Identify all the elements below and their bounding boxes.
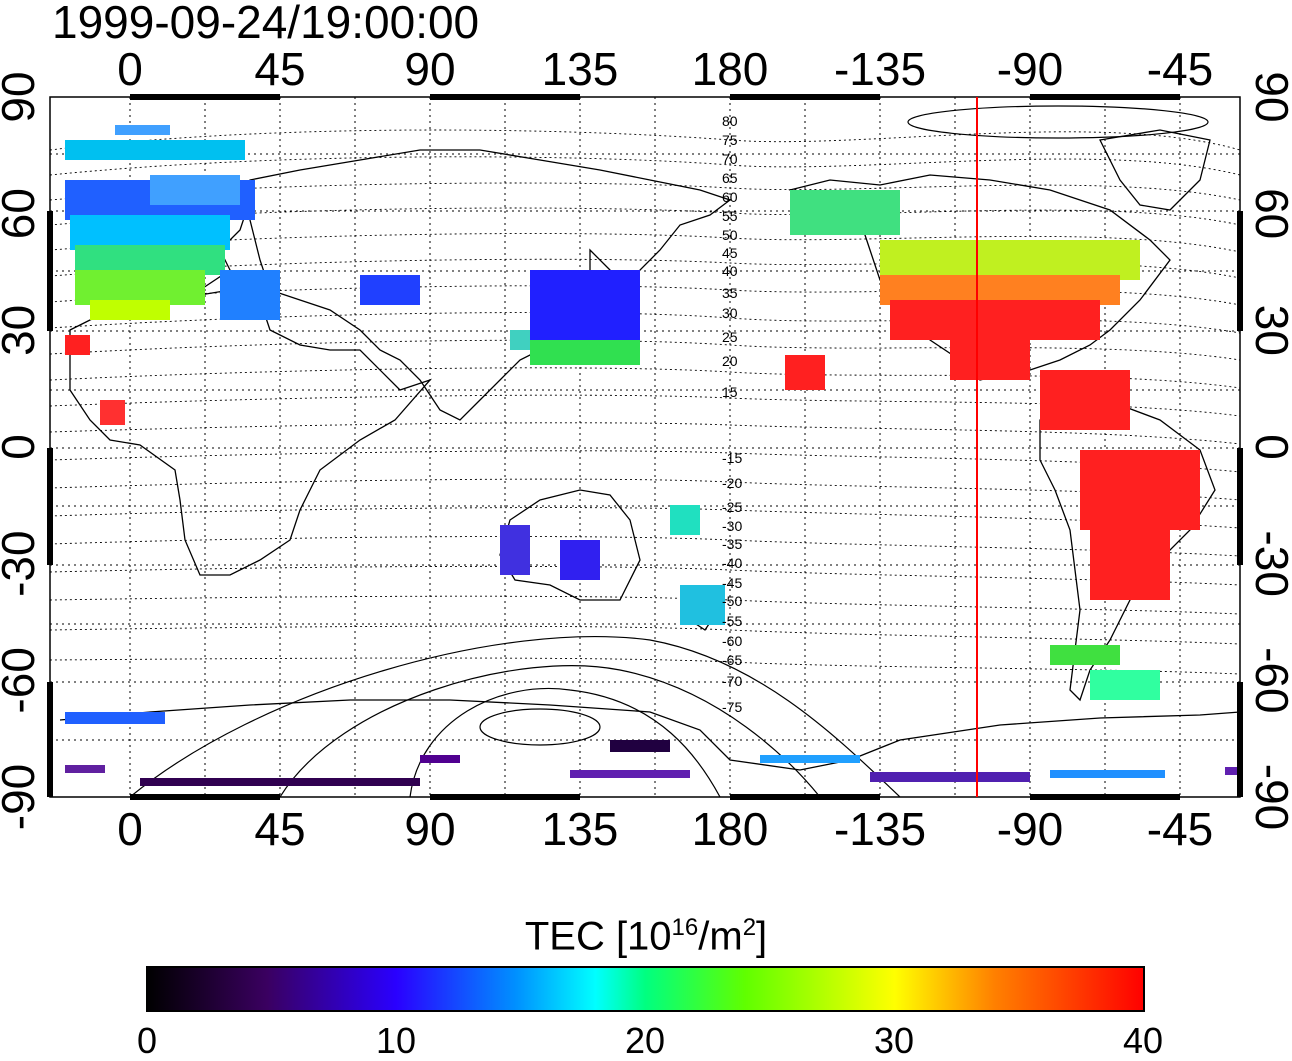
contour-label: 75	[722, 132, 738, 148]
y-tick-label-right: 30	[1246, 305, 1292, 356]
y-tick-label-left: -90	[0, 764, 44, 830]
contour-label: 35	[722, 285, 738, 301]
contour-label: -75	[722, 699, 742, 715]
y-tick-label-right: -30	[1246, 530, 1292, 596]
contour-label: 60	[722, 189, 738, 205]
contour-label: 80	[722, 113, 738, 129]
y-axis-right: 90 60 30 0 -30 -60 -90	[1246, 71, 1292, 830]
x-tick-label-top: 45	[254, 43, 305, 95]
contour-label: -40	[722, 555, 742, 571]
colorbar-tick-label: 40	[1122, 1020, 1164, 1061]
contour-label: -35	[722, 536, 742, 552]
x-tick-label-bottom: -90	[997, 803, 1063, 855]
colorbar-tick-label: 0	[136, 1020, 158, 1061]
y-tick-label-left: 90	[0, 71, 44, 122]
y-tick-label-left: 30	[0, 305, 44, 356]
tec-data	[65, 125, 1240, 786]
colorbar-tick-label: 30	[873, 1020, 915, 1061]
contour-label: -50	[722, 593, 742, 609]
contour-label: -30	[722, 518, 742, 534]
x-tick-label-bottom: 135	[542, 803, 619, 855]
contour-label: -55	[722, 613, 742, 629]
contour-label: 15	[722, 384, 738, 400]
y-tick-label-right: -60	[1246, 647, 1292, 713]
x-axis-bottom: 0 45 90 135 180 -135 -90 -45	[117, 803, 1213, 855]
x-tick-label-bottom: 45	[254, 803, 305, 855]
colorbar-tick-label: 10	[375, 1020, 417, 1061]
y-tick-label-left: 0	[0, 434, 44, 460]
contour-label: 55	[722, 208, 738, 224]
x-tick-label-top: 0	[117, 43, 143, 95]
x-tick-label-top: 90	[404, 43, 455, 95]
polar-contours	[129, 105, 1209, 797]
x-tick-label-top: 180	[692, 43, 769, 95]
contour-label: -25	[722, 499, 742, 515]
colorbar-title: TEC [1016/m2]	[524, 914, 768, 959]
contour-label: -20	[722, 475, 742, 491]
x-tick-label-bottom: 90	[404, 803, 455, 855]
contour-label: 25	[722, 329, 738, 345]
y-tick-label-left: 60	[0, 188, 44, 239]
graticule	[50, 97, 1240, 797]
y-tick-label-right: -90	[1246, 764, 1292, 830]
x-tick-label-bottom: -45	[1147, 803, 1213, 855]
contour-label: 30	[722, 305, 738, 321]
contour-label: -65	[722, 652, 742, 668]
x-tick-label-top: -45	[1147, 43, 1213, 95]
contour-label: 20	[722, 353, 738, 369]
x-tick-label-bottom: 180	[692, 803, 769, 855]
x-tick-label-bottom: 0	[117, 803, 143, 855]
colorbar	[146, 966, 1145, 1012]
y-tick-label-left: -30	[0, 530, 44, 596]
contour-labels: 80 75 70 65 60 55 50 45 40 35 30 25 20 15 -15 -20 -25 -30…	[722, 113, 742, 715]
x-tick-label-bottom: -135	[834, 803, 926, 855]
contour-label: -15	[722, 450, 742, 466]
x-tick-label-top: -90	[997, 43, 1063, 95]
x-tick-label-top: 135	[542, 43, 619, 95]
map-timestamp: 1999-09-24/19:00:00	[52, 0, 480, 48]
contour-label: -70	[722, 673, 742, 689]
y-tick-label-left: -60	[0, 647, 44, 713]
x-axis-top: 0 45 90 135 180 -135 -90 -45	[117, 43, 1213, 95]
y-axis-left: 90 60 30 0 -30 -60 -90	[0, 71, 44, 830]
contour-label: -60	[722, 633, 742, 649]
y-tick-label-right: 90	[1246, 71, 1292, 122]
contour-label: 50	[722, 227, 738, 243]
y-tick-label-right: 60	[1246, 188, 1292, 239]
contour-label: 40	[722, 263, 738, 279]
x-tick-label-top: -135	[834, 43, 926, 95]
contour-label: -45	[722, 575, 742, 591]
frame-ticks	[47, 94, 1243, 800]
y-tick-label-right: 0	[1246, 434, 1292, 460]
contour-label: 70	[722, 151, 738, 167]
contour-label: 45	[722, 245, 738, 261]
colorbar-tick-label: 20	[624, 1020, 666, 1061]
contour-label: 65	[722, 170, 738, 186]
